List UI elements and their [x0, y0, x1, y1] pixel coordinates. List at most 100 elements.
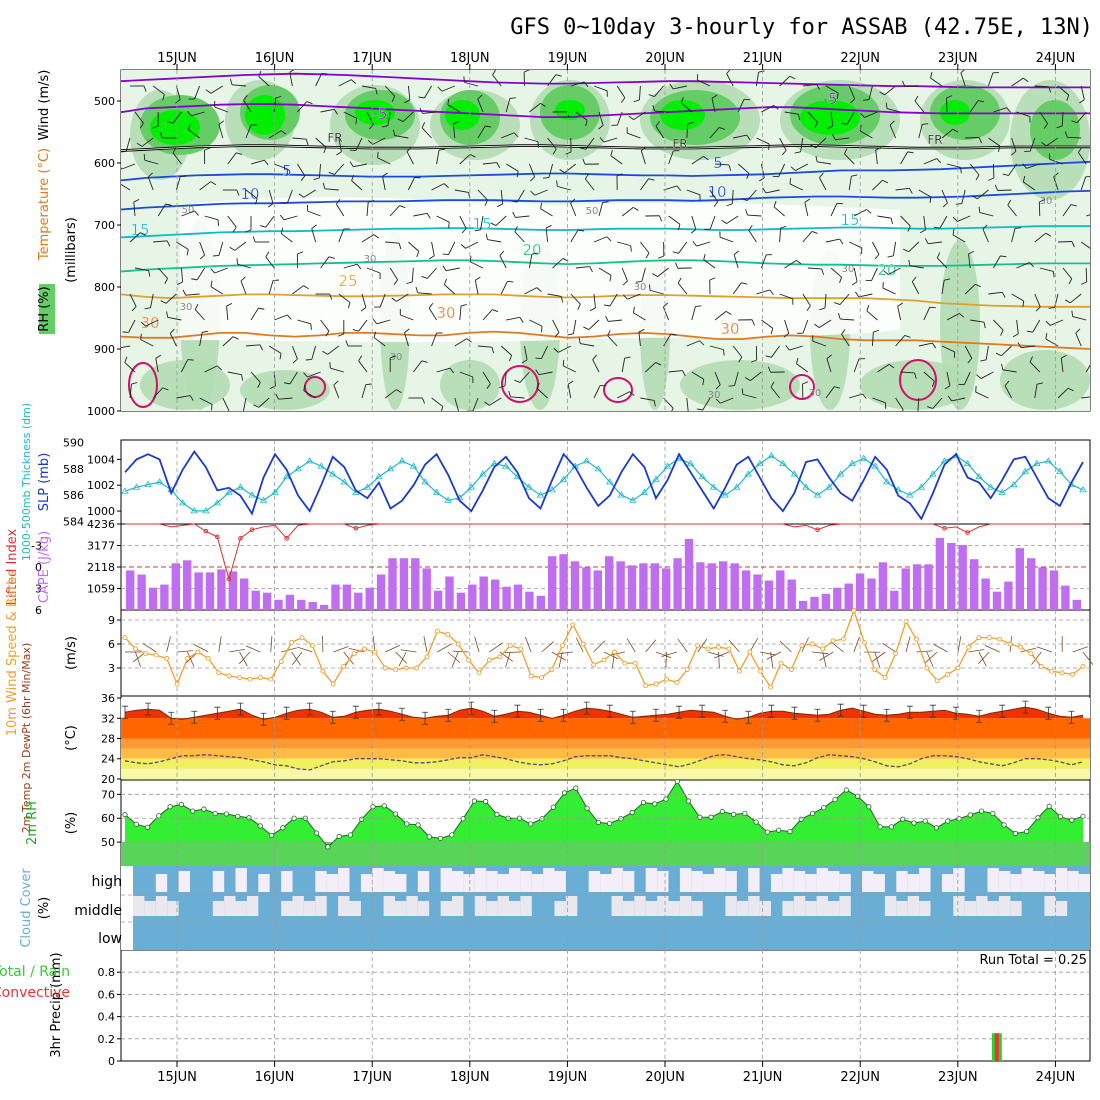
temp-minmax-bar	[145, 702, 152, 716]
wind10m-marker	[476, 670, 482, 676]
wind10m-barb	[593, 640, 606, 653]
rh2m-marker	[550, 804, 556, 810]
cape-axis-label: CAPE (J/kg)	[37, 531, 52, 603]
isotherm-35-contour	[501, 365, 539, 403]
wind-barb	[846, 111, 855, 125]
wind-barb	[756, 289, 770, 295]
cape-bar	[650, 563, 659, 610]
wind10m-marker	[872, 667, 878, 673]
wind-barb-feather	[936, 252, 941, 259]
wind-barb	[923, 158, 937, 165]
wind10-tick-label: 3	[108, 662, 115, 675]
wind-barb	[489, 397, 502, 406]
cloud-middle-gap	[1010, 901, 1022, 916]
cloud-middle-gap	[565, 896, 578, 916]
cloud-high-gap	[1078, 874, 1090, 892]
wind-barb	[900, 371, 915, 374]
temp-minmax-bar	[999, 704, 1006, 718]
wind10m-barb	[728, 639, 740, 653]
temp-minmax-bar	[560, 708, 567, 722]
wind-barb	[482, 371, 491, 385]
thickness-marker	[340, 478, 349, 485]
wind-barb-feather	[258, 307, 265, 310]
cloud-middle-gap	[816, 896, 828, 916]
wind-barb	[474, 280, 479, 295]
wind10m-marker	[195, 649, 201, 655]
wind-barb-feather	[780, 225, 787, 229]
wind-barb-feather	[508, 390, 511, 397]
wind-barb	[1077, 152, 1087, 165]
cape-bar	[376, 574, 386, 610]
date-axes: 15JUN15JUN16JUN16JUN17JUN17JUN18JUN18JUN…	[157, 51, 1075, 1085]
wind-barb	[552, 319, 560, 333]
wind-barb	[923, 371, 935, 382]
cape-bar	[1004, 581, 1013, 610]
thickness-marker	[1044, 457, 1053, 464]
cloud-middle-gap	[315, 896, 327, 916]
wind-barb	[980, 371, 994, 379]
rh-contour-label: 30	[809, 388, 822, 399]
wind-barb	[969, 100, 979, 113]
wind10m-marker	[403, 665, 409, 671]
wind-barb	[812, 340, 827, 347]
wind-barb-feather	[902, 80, 906, 87]
wind-barb-feather	[947, 395, 952, 402]
cape-bar	[354, 592, 363, 610]
wind-barb-feather	[687, 121, 694, 125]
wind-barb	[358, 360, 368, 373]
wind-barb-feather	[860, 112, 865, 118]
wind-barb-feather	[329, 362, 331, 369]
cloud-high-gap	[315, 871, 327, 892]
wind-barb-feather	[365, 383, 372, 385]
wind10m-marker	[268, 676, 274, 682]
wind-barb	[871, 267, 878, 281]
wind-barb	[1008, 163, 1017, 176]
thickness-marker	[1079, 486, 1087, 493]
wind10m-barb	[400, 649, 417, 653]
wind-barb-feather	[1012, 333, 1019, 338]
wind10m-barb	[853, 636, 860, 653]
wind-barb	[825, 238, 840, 243]
thickness-marker	[421, 478, 429, 485]
cloud-high-gap	[1044, 874, 1056, 892]
cloud-high-gap	[383, 871, 395, 892]
wind-barb-feather	[675, 262, 679, 269]
wind-barb-feather	[390, 355, 396, 359]
wind-barb-feather	[609, 275, 612, 282]
cape-bar	[217, 569, 226, 610]
wind-barb-feather	[645, 252, 650, 259]
wind-barb	[268, 345, 282, 354]
rh2m-marker	[223, 811, 230, 817]
wind-barb	[291, 345, 298, 360]
rh2m-marker	[246, 815, 252, 821]
wind10m-barb	[187, 651, 195, 667]
wind-barb-feather	[139, 122, 144, 129]
wind-barb	[524, 137, 539, 143]
wind-barb	[795, 163, 809, 171]
temp-band	[121, 718, 1090, 739]
wind-barb	[501, 132, 515, 139]
rh2m-marker	[201, 806, 207, 812]
wind-barb	[709, 127, 720, 139]
wind-barb	[840, 318, 855, 321]
wind-barb	[886, 108, 901, 113]
cloud-high-gap	[338, 868, 350, 892]
cloud-high-gap	[896, 871, 908, 892]
wind-barb	[245, 189, 258, 199]
temp-minmax-bar	[352, 705, 359, 719]
lifted-index-axis-label: Lifted Index	[5, 528, 20, 605]
cloud-middle-gap	[679, 896, 692, 916]
wind-barb-feather	[804, 198, 811, 203]
cloud-middle-gap	[657, 896, 669, 916]
wind10m-barb	[882, 642, 896, 653]
rh2m-marker	[190, 808, 196, 814]
wind-barb-feather	[191, 278, 198, 281]
cape-bar	[810, 596, 819, 610]
wind10m-marker	[945, 671, 951, 677]
wind-barb-feather	[460, 303, 467, 307]
wind-barb-feather	[602, 201, 609, 203]
wind-barb-feather	[1064, 131, 1068, 138]
cloud-middle-gap	[246, 896, 259, 916]
cloud-middle-gap	[896, 901, 908, 916]
wind-barb	[436, 150, 440, 165]
